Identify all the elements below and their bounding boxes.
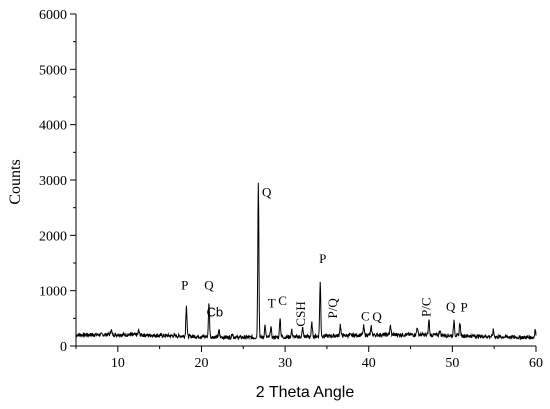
peak-label: P — [460, 300, 467, 315]
y-tick-label: 4000 — [39, 119, 67, 134]
y-tick-label: 5000 — [39, 63, 67, 78]
peak-label: P/C — [419, 298, 434, 318]
x-tick-label: 20 — [194, 356, 208, 371]
peak-label: Q — [204, 278, 214, 293]
y-tick-label: 0 — [60, 340, 67, 355]
peak-label: C — [278, 293, 287, 308]
xrd-series-line — [75, 182, 537, 341]
y-tick-label: 1000 — [39, 285, 67, 300]
x-tick-label: 40 — [362, 356, 376, 371]
y-tick-label: 6000 — [39, 8, 67, 23]
y-axis-title: Counts — [7, 159, 24, 204]
x-tick-label: 50 — [445, 356, 459, 371]
y-tick-label: 2000 — [39, 229, 67, 244]
x-tick-label: 10 — [111, 356, 125, 371]
peak-label: Q — [446, 299, 456, 314]
peak-label: CSH — [293, 301, 308, 326]
peak-label: P — [181, 278, 188, 293]
plot-area — [75, 182, 537, 341]
x-axis-title: 2 Theta Angle — [256, 384, 355, 401]
peak-label: P — [319, 251, 326, 266]
axes: 10 20 30 40 50 60 0 1000 2000 3000 4000 5000 6000 — [39, 8, 543, 371]
x-tick-label: 60 — [529, 356, 543, 371]
peak-label: T — [268, 295, 276, 310]
peak-label: Cb — [207, 305, 224, 320]
x-tick-label: 30 — [278, 356, 292, 371]
peak-label: Q — [262, 185, 272, 200]
y-tick-label: 3000 — [39, 174, 67, 189]
peak-label: Q — [372, 309, 382, 324]
peak-label: C — [361, 309, 370, 324]
peak-label: P/Q — [325, 298, 340, 319]
